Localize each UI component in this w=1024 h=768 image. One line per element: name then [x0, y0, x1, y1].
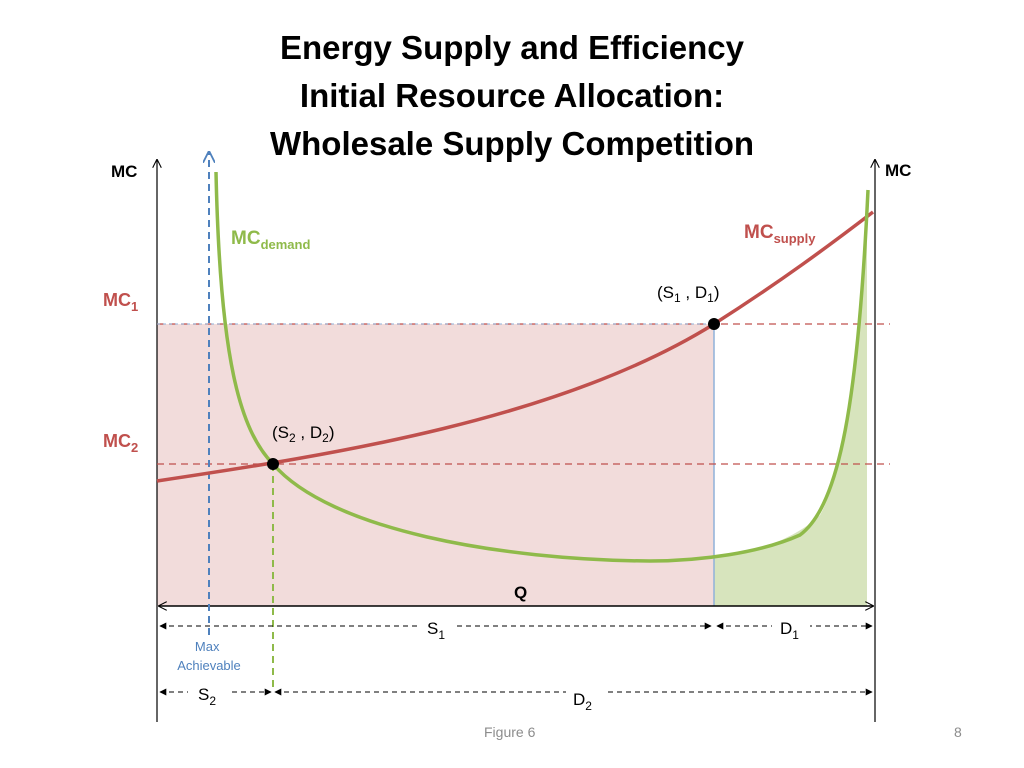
title-line-3: Wholesale Supply Competition	[269, 125, 755, 162]
d1-label: D1	[780, 619, 799, 642]
figure-caption: Figure 6	[484, 724, 536, 740]
s1-label: S1	[427, 619, 445, 642]
point-s1-d1-label: (S1 , D1)	[657, 283, 720, 305]
quantity-label: Q	[514, 583, 527, 602]
s2-label: S2	[198, 685, 216, 708]
d2-label: D2	[573, 690, 592, 713]
mc1-label: MC1	[103, 290, 138, 314]
mc-supply-label: MCsupply	[744, 222, 816, 246]
point-s2-d2	[267, 458, 279, 470]
mc-demand-label: MCdemand	[231, 228, 310, 252]
mc-supply-curve	[156, 210, 875, 483]
title-line-1: Energy Supply and Efficiency	[280, 29, 744, 66]
page-number: 8	[954, 724, 962, 740]
right-axis-label: MC	[885, 161, 911, 180]
slide-title: Energy Supply and Efficiency Initial Res…	[0, 24, 1024, 168]
title-line-2: Initial Resource Allocation:	[299, 77, 725, 114]
point-s2-d2-label: (S2 , D2)	[272, 423, 335, 445]
left-axis-label: MC	[111, 162, 137, 181]
mc2-label: MC2	[103, 431, 138, 455]
point-s1-d1	[708, 318, 720, 330]
demand-efficiency-area	[714, 195, 867, 606]
max-achievable-label: Max Achievable	[177, 639, 241, 673]
mc-demand-curve	[214, 171, 870, 563]
